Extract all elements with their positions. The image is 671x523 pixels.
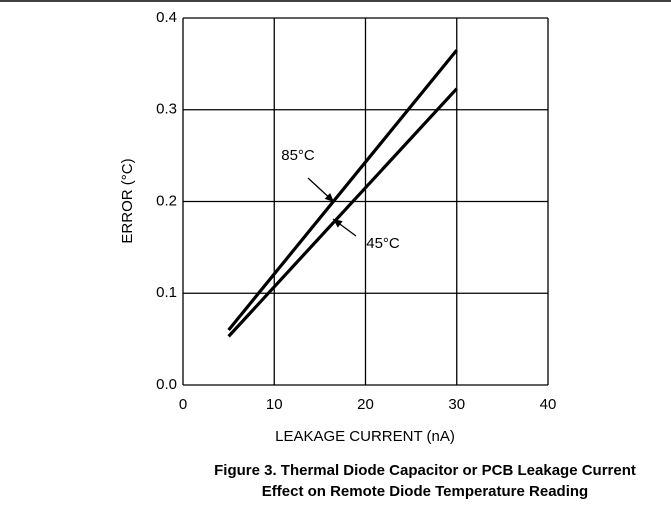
y-tick-label: 0.1 <box>156 284 177 301</box>
y-axis-label: ERROR (°C) <box>119 158 136 243</box>
x-axis-label: LEAKAGE CURRENT (nA) <box>275 428 455 445</box>
y-tick-label: 0.4 <box>156 9 177 26</box>
series-label: 45°C <box>366 235 400 252</box>
series-label: 85°C <box>281 147 315 164</box>
y-tick-label: 0.0 <box>156 376 177 393</box>
annotation-arrowhead <box>324 192 334 202</box>
x-tick-label: 10 <box>266 396 283 413</box>
x-tick-label: 40 <box>540 396 557 413</box>
annotation-arrowhead <box>333 219 343 228</box>
data-line <box>227 87 458 338</box>
x-tick-label: 20 <box>357 396 374 413</box>
caption-line: Effect on Remote Diode Temperature Readi… <box>262 483 588 500</box>
x-tick-label: 30 <box>448 396 465 413</box>
caption-line: Figure 3. Thermal Diode Capacitor or PCB… <box>214 462 636 479</box>
y-tick-label: 0.3 <box>156 101 177 118</box>
data-line <box>227 49 458 331</box>
x-tick-label: 0 <box>179 396 187 413</box>
y-tick-label: 0.2 <box>156 192 177 209</box>
